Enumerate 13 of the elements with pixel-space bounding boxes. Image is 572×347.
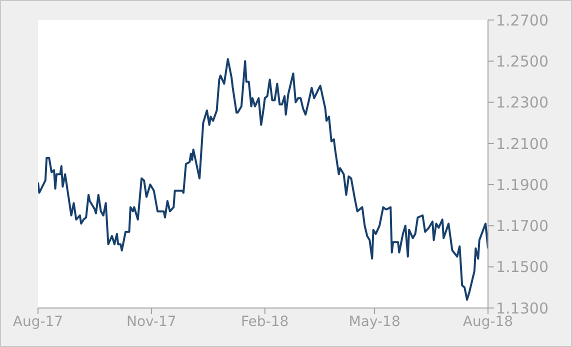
- y-tick-label: 1.2100: [496, 134, 548, 153]
- y-tick-label: 1.1900: [496, 176, 548, 194]
- y-tick-label: 1.2700: [496, 11, 548, 30]
- y-tick-label: 1.1700: [496, 217, 548, 236]
- line-series: [38, 58, 488, 301]
- x-tick-label: May-18: [348, 314, 400, 330]
- y-tick-label: 1.2300: [496, 94, 548, 112]
- x-tick-label: Aug-17: [12, 314, 64, 330]
- x-tick-label: Feb-18: [241, 314, 289, 330]
- x-tick-label: Aug-18: [462, 314, 514, 330]
- x-tick-label: Nov-17: [126, 314, 176, 330]
- y-tick-label: 1.1500: [496, 258, 548, 276]
- y-tick-label: 1.2500: [496, 52, 548, 70]
